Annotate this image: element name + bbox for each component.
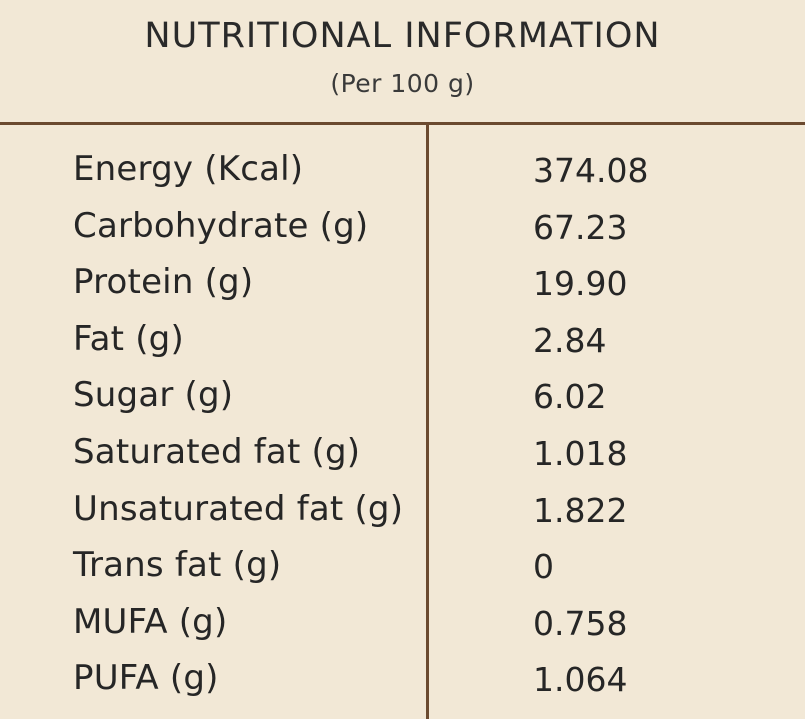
- nutrient-value: 1.018: [533, 433, 628, 473]
- table-row: Saturated fat (g) 1.018: [0, 426, 805, 483]
- nutrient-label: Carbohydrate (g): [73, 205, 369, 246]
- table-row: Sugar (g) 6.02: [0, 369, 805, 426]
- column-divider: [426, 123, 429, 719]
- table-row: Protein (g) 19.90: [0, 256, 805, 313]
- table-row: Carbohydrate (g) 67.23: [0, 200, 805, 257]
- nutrient-value: 1.064: [533, 660, 628, 700]
- nutrient-value: 374.08: [533, 151, 649, 190]
- nutrient-value: 0.758: [533, 603, 628, 643]
- table-row: Trans fat (g) 0: [0, 539, 805, 596]
- nutrient-value: 0: [533, 547, 554, 587]
- table-row: PUFA (g) 1.064: [0, 652, 805, 709]
- nutrient-label: Trans fat (g): [73, 545, 282, 586]
- nutrient-label: PUFA (g): [73, 658, 219, 699]
- nutrient-label: Energy (Kcal): [73, 149, 304, 189]
- nutrition-header: NUTRITIONAL INFORMATION (Per 100 g): [0, 0, 805, 123]
- nutrient-label: Fat (g): [73, 318, 184, 359]
- table-row: MUFA (g) 0.758: [0, 596, 805, 653]
- header-divider: [0, 122, 805, 125]
- nutrient-label: MUFA (g): [73, 601, 228, 642]
- nutrient-label: Saturated fat (g): [73, 431, 361, 472]
- nutrient-value: 2.84: [533, 320, 607, 360]
- nutrient-label: Unsaturated fat (g): [73, 488, 404, 529]
- nutrition-table: Energy (Kcal) 374.08 Carbohydrate (g) 67…: [0, 143, 805, 709]
- table-row: Fat (g) 2.84: [0, 313, 805, 370]
- page-subtitle: (Per 100 g): [330, 69, 475, 98]
- nutrient-label: Sugar (g): [73, 375, 234, 416]
- page-title: NUTRITIONAL INFORMATION: [144, 16, 661, 56]
- table-row: Energy (Kcal) 374.08: [0, 143, 805, 200]
- nutrient-value: 19.90: [533, 264, 628, 304]
- table-row: Unsaturated fat (g) 1.822: [0, 483, 805, 540]
- nutrient-value: 67.23: [533, 207, 628, 247]
- nutrient-value: 6.02: [533, 377, 607, 417]
- nutrient-label: Protein (g): [73, 262, 254, 303]
- nutrient-value: 1.822: [533, 490, 628, 530]
